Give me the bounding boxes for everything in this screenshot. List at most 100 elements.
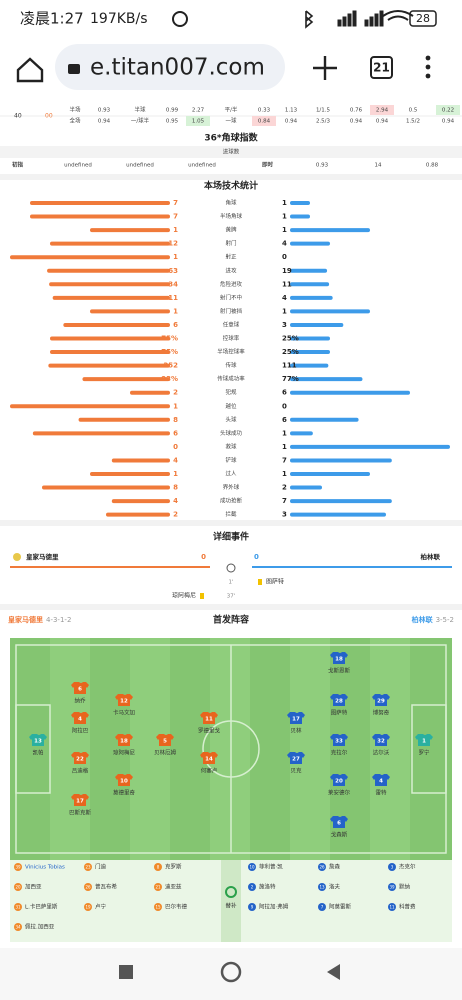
away-value: 2	[282, 484, 287, 492]
player-shirt	[200, 712, 218, 724]
sub-name: 巴尔韦德	[165, 903, 188, 911]
odds-highlight	[370, 105, 394, 115]
recents-button[interactable]	[119, 965, 133, 979]
away-bar	[290, 499, 392, 504]
away-value: 0	[282, 253, 287, 261]
home-bar	[50, 350, 170, 355]
away-value: 4	[282, 294, 287, 302]
away-lineup-team: 柏林联 3-5-2	[412, 615, 454, 624]
home-bar	[50, 241, 170, 246]
odds-cell: 0.94	[376, 119, 389, 125]
home-bar	[78, 417, 170, 422]
sub-number: 15	[155, 905, 161, 910]
sub-badge	[318, 903, 326, 911]
status-icons	[172, 10, 437, 29]
player-shirt	[330, 774, 348, 786]
away-bar	[290, 363, 329, 368]
sub-badge	[318, 883, 326, 891]
player-number: 10	[120, 779, 128, 785]
home-value: 11	[168, 294, 178, 302]
player-number: 1	[422, 739, 426, 745]
corner-subheader	[0, 146, 462, 158]
player-number: 32	[377, 739, 385, 745]
player-shirt	[287, 712, 305, 724]
player-name: 琼阿梅尼	[113, 749, 136, 757]
tabs-button[interactable]	[370, 56, 393, 79]
new-tab-button[interactable]	[313, 56, 337, 80]
player-name: 纳乔	[74, 697, 86, 705]
player-number: 5	[163, 739, 167, 745]
yellow-card	[258, 579, 262, 585]
home-value: 4	[173, 456, 178, 464]
sub-name: 施洛特	[259, 883, 276, 891]
home-value: 7	[173, 213, 178, 221]
away-bar	[290, 458, 392, 463]
away-value: 1	[282, 307, 287, 315]
home-value: 75%	[161, 348, 178, 356]
back-button[interactable]	[327, 964, 340, 980]
sub-number: 26	[85, 885, 91, 890]
odds-cell: 0.33	[258, 108, 271, 114]
player-number: 33	[335, 739, 343, 745]
away-bar	[290, 322, 344, 327]
sub-name: 科普费	[399, 903, 416, 911]
sub-badge	[154, 903, 162, 911]
away-value: 3	[282, 321, 287, 329]
home-bar	[90, 309, 170, 314]
odds-cell: 一/球半	[131, 117, 150, 125]
sub-number: 9	[251, 905, 254, 910]
sub-badge	[14, 903, 22, 911]
sub-name: 洛夫	[329, 883, 341, 891]
away-bar	[290, 228, 370, 233]
player-name: 巴斯克斯	[69, 809, 92, 817]
lock-icon	[68, 64, 80, 74]
home-value: 63	[168, 267, 178, 275]
away-bar	[290, 214, 310, 219]
home-button[interactable]	[16, 57, 44, 83]
player-number: 13	[34, 739, 42, 745]
event-minute: 1'	[228, 580, 233, 586]
sub-number: 8	[157, 865, 160, 870]
away-bar	[290, 444, 450, 449]
away-value: 4	[282, 240, 287, 248]
away-value: 1	[282, 443, 287, 451]
pitch	[10, 638, 452, 860]
player-name: 莱安德尔	[328, 789, 351, 797]
sub-name: 阿拉加·弗姆	[259, 903, 289, 911]
away-bar	[290, 309, 370, 314]
home-value: 7	[173, 199, 178, 207]
odds-cell: 半球	[134, 106, 146, 114]
corner-cell: 0.88	[426, 163, 439, 169]
player-number: 6	[78, 687, 82, 693]
corner-row-bg	[0, 158, 462, 172]
subs-divider	[221, 860, 241, 942]
home-bar	[10, 404, 170, 409]
player-shirt	[71, 712, 89, 724]
player-shirt	[372, 734, 390, 746]
label: 4-3-1-2	[46, 616, 71, 624]
player-name: 戈森斯	[331, 831, 348, 839]
sub-name: 阿莫雷斯	[329, 903, 352, 911]
odds-cell: 2.94	[376, 108, 389, 114]
home-value: 1	[173, 402, 178, 410]
corner-cell: 14	[375, 163, 382, 169]
url-bar[interactable]	[55, 44, 285, 90]
player-shirt	[330, 816, 348, 828]
away-bar	[290, 350, 330, 355]
odds-highlight	[436, 105, 460, 115]
player-number: 17	[76, 799, 84, 805]
away-value: 3	[282, 511, 287, 519]
sub-badge	[154, 883, 162, 891]
menu-button[interactable]	[425, 55, 431, 79]
away-value: 25%	[282, 348, 299, 356]
away-value: 1	[282, 213, 287, 221]
event-minute: 37'	[227, 594, 236, 600]
yellow-card	[200, 593, 204, 599]
odds-cell: 一球	[225, 117, 237, 125]
home-nav-button[interactable]	[220, 961, 242, 983]
away-value: 6	[282, 389, 287, 397]
odds-left: 40	[14, 113, 22, 120]
player-name: 罗德里戈	[198, 727, 221, 735]
sub-badge	[84, 903, 92, 911]
